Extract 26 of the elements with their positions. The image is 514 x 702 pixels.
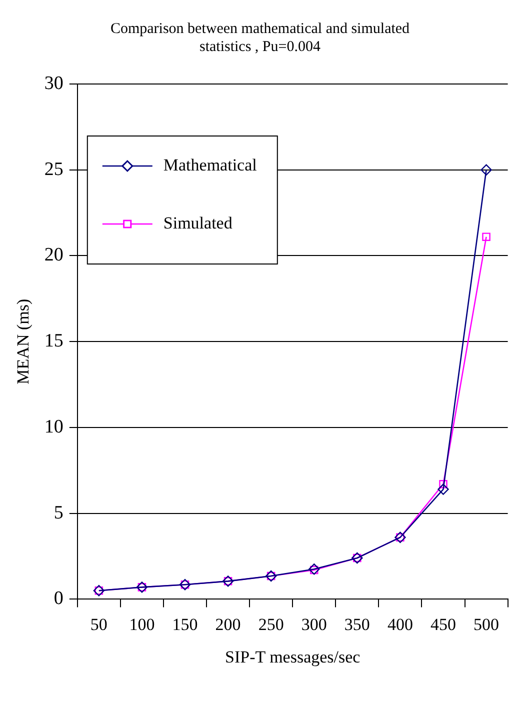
y-tick-label: 5 xyxy=(54,502,64,524)
x-tick-label: 450 xyxy=(430,614,456,634)
x-tick-label: 350 xyxy=(344,614,370,634)
y-tick-label: 10 xyxy=(44,416,64,438)
chart-title: Comparison between mathematical and simulated statistics , Pu=0.004 xyxy=(110,20,410,55)
x-tick-label: 400 xyxy=(387,614,413,634)
legend-label: Simulated xyxy=(163,213,233,232)
point xyxy=(439,480,448,488)
x-tick-label: 250 xyxy=(258,614,284,634)
x-tick-label: 100 xyxy=(129,614,155,634)
y-tick-label: 30 xyxy=(44,72,64,94)
y-axis-title: MEAN (ms) xyxy=(14,298,33,384)
y-tick-label: 25 xyxy=(44,158,64,180)
x-axis-title: SIP-T messages/sec xyxy=(225,647,361,666)
y-tick-label: 20 xyxy=(44,244,64,266)
y-tick-label: 0 xyxy=(54,588,64,610)
x-tick-label: 300 xyxy=(301,614,327,634)
x-tick-label: 500 xyxy=(474,614,500,634)
point xyxy=(482,232,490,241)
legend-label: Mathematical xyxy=(163,155,258,174)
x-tick-label: 50 xyxy=(90,614,108,634)
point xyxy=(438,484,449,495)
y-tick-label: 15 xyxy=(44,330,64,352)
x-tick-label: 150 xyxy=(172,614,198,634)
x-tick-label: 200 xyxy=(215,614,241,634)
point xyxy=(480,164,492,176)
